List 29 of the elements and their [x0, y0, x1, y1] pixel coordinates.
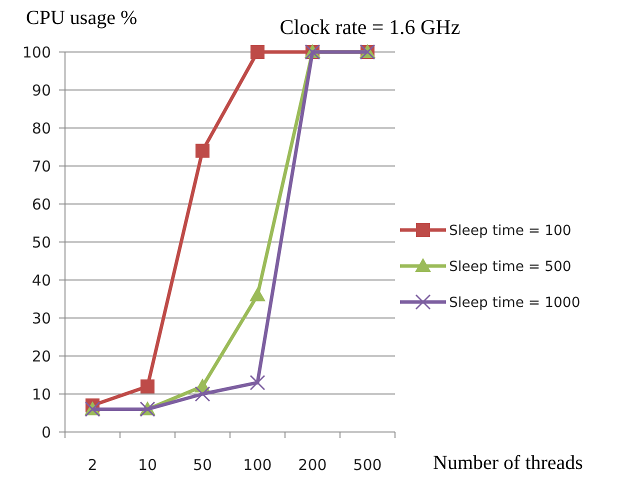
y-tick-label: 100: [22, 43, 51, 62]
y-tick-label: 10: [32, 385, 51, 404]
y-axis-title: CPU usage %: [26, 7, 138, 29]
chart-title: Clock rate = 1.6 GHz: [280, 15, 460, 39]
y-tick-label: 30: [32, 309, 51, 328]
x-tick-label: 2: [88, 456, 98, 474]
y-tick-label: 50: [32, 233, 51, 252]
y-tick-label: 90: [32, 81, 51, 100]
legend-label: Sleep time = 100: [449, 222, 572, 239]
x-tick-label: 50: [192, 456, 212, 474]
point: [250, 374, 266, 390]
y-tick-label: 60: [32, 195, 51, 214]
y-tick-label: 0: [41, 423, 51, 442]
x-tick-label: 100: [243, 456, 272, 474]
y-tick-label: 80: [32, 119, 51, 138]
point: [140, 379, 154, 394]
x-tick-label: 10: [138, 456, 158, 474]
legend-label: Sleep time = 500: [449, 258, 572, 275]
x-axis-title: Number of threads: [433, 452, 584, 474]
legend-label: Sleep time = 1000: [449, 294, 580, 311]
y-tick-label: 40: [32, 271, 51, 290]
y-tick-label: 70: [32, 157, 51, 176]
point: [250, 45, 264, 59]
point: [196, 144, 210, 158]
y-tick-label: 20: [32, 347, 51, 366]
point: [250, 287, 266, 302]
x-tick-label: 500: [353, 456, 382, 474]
point: [194, 386, 210, 402]
x-tick-label: 200: [298, 456, 327, 474]
